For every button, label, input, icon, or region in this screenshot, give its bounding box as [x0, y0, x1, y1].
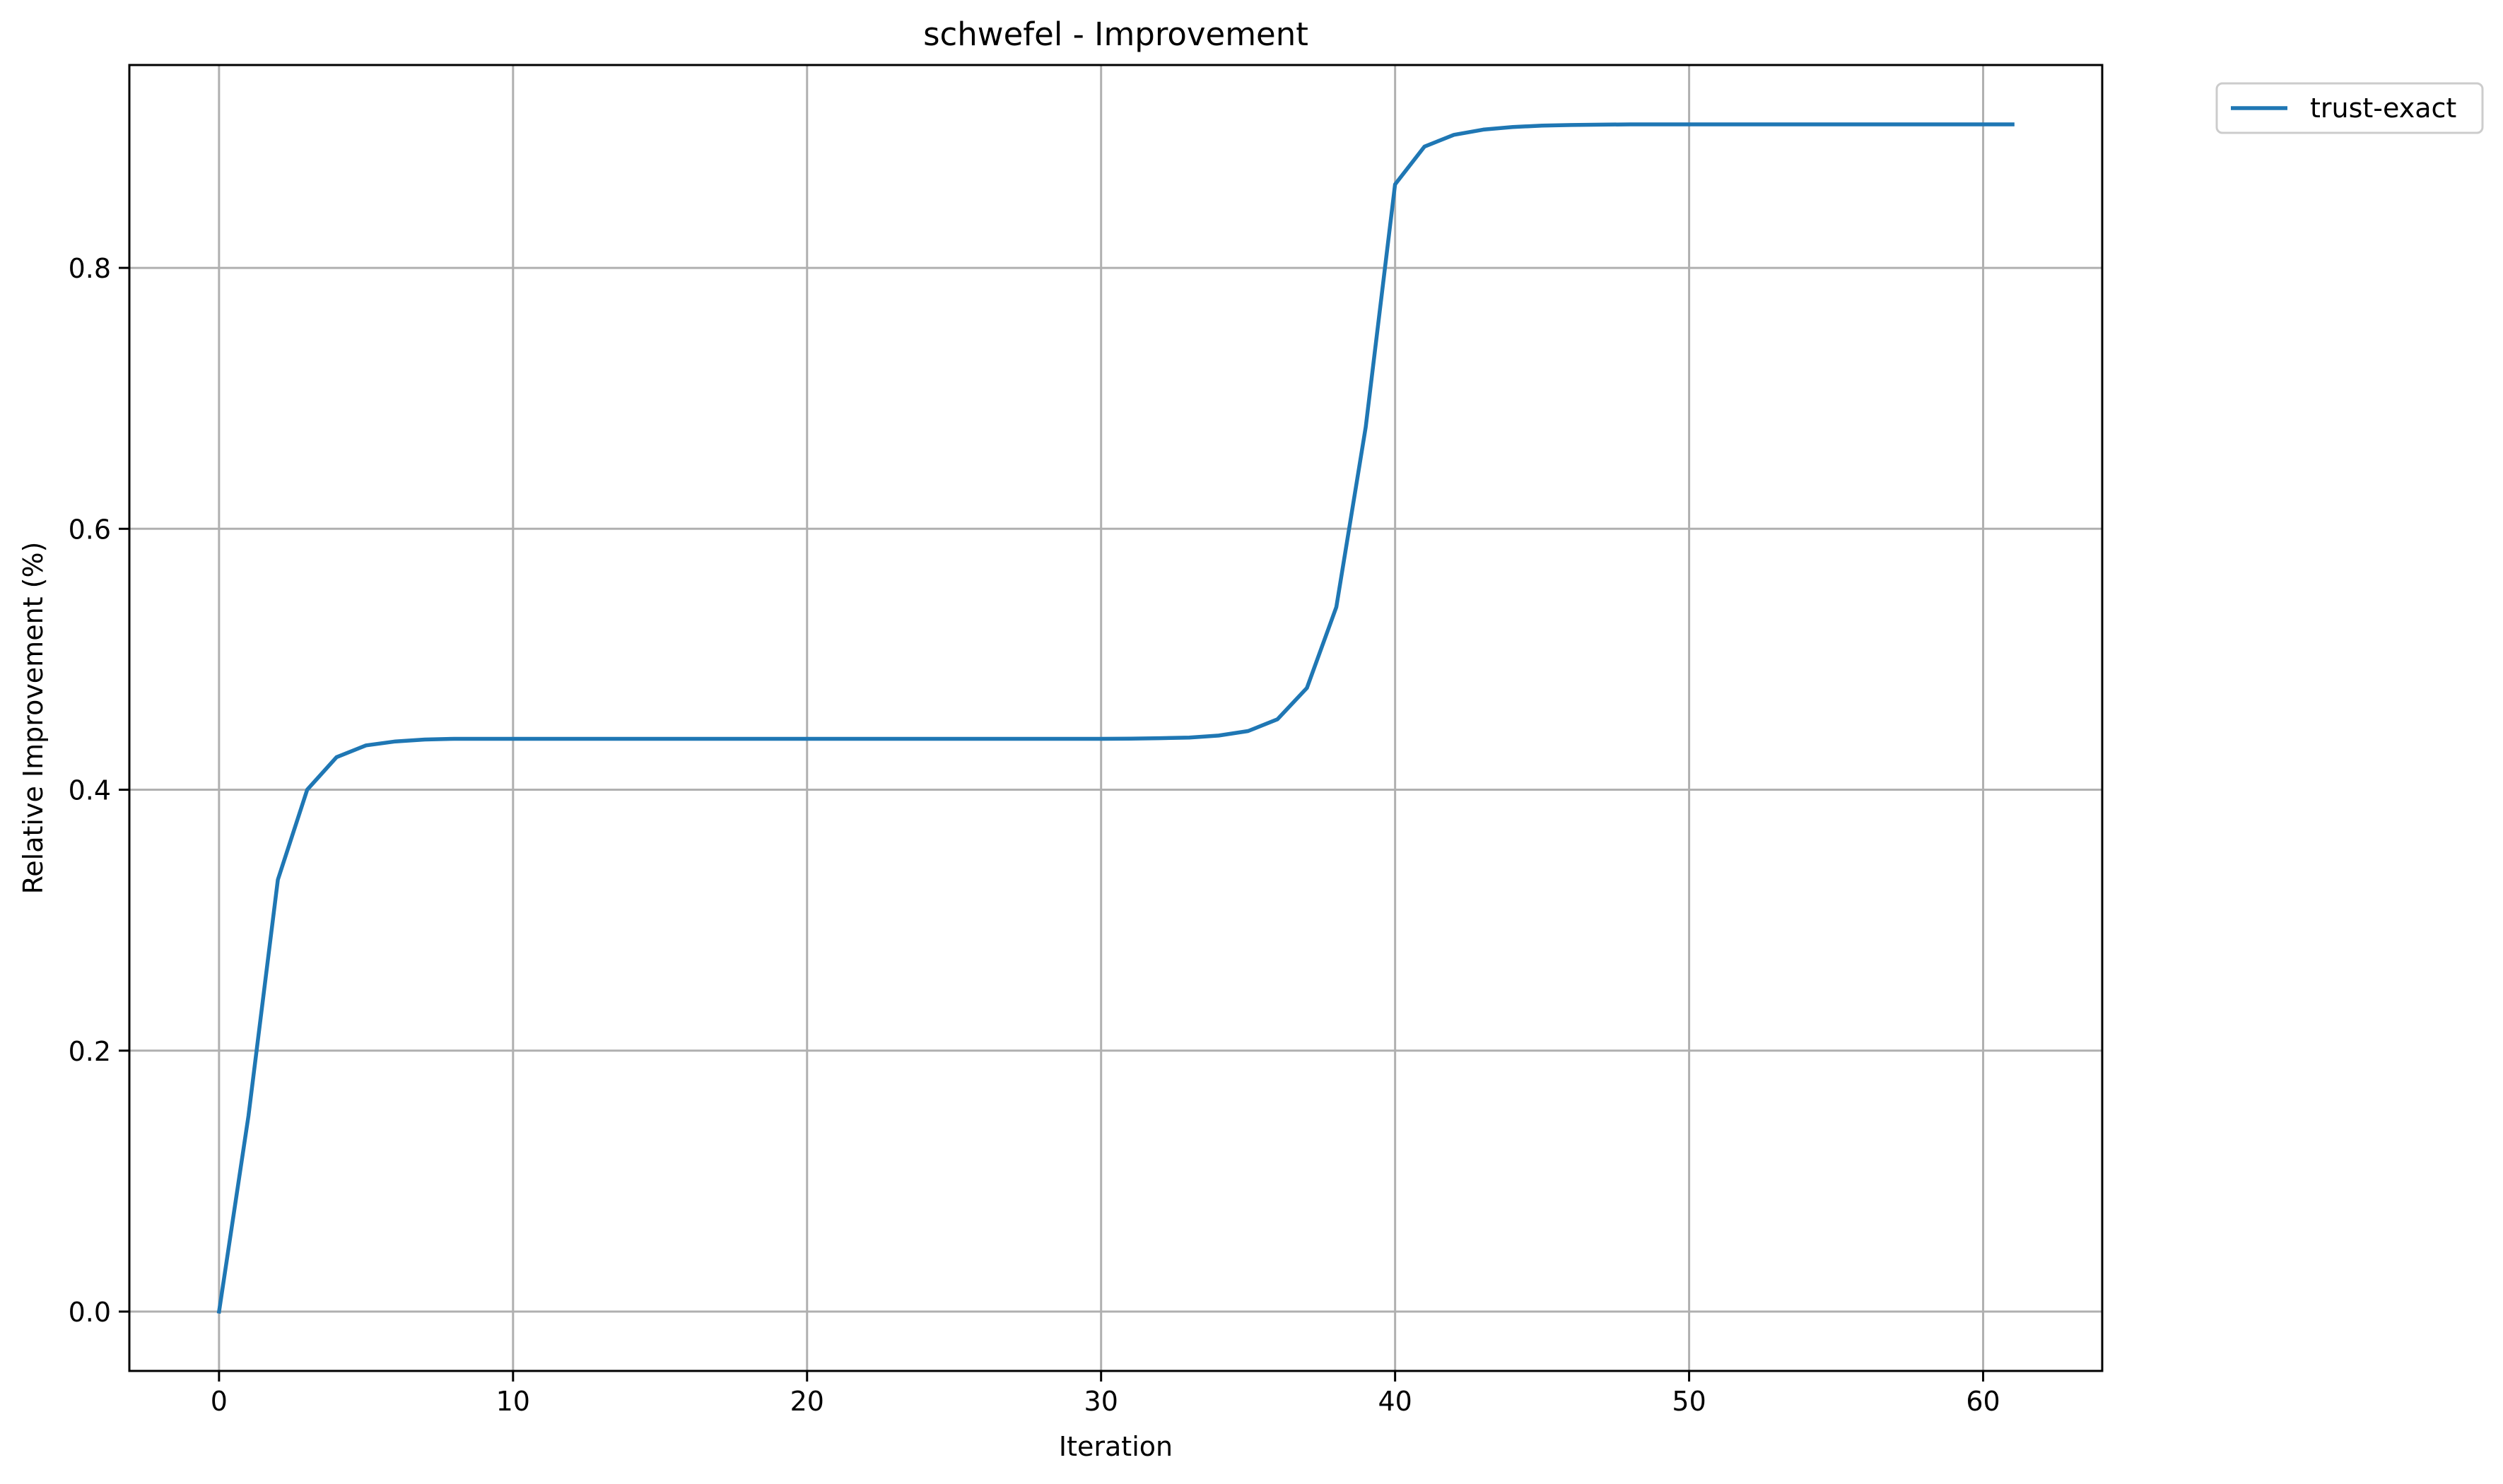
x-tick-label: 60: [1966, 1386, 2000, 1417]
y-tick-label: 0.4: [69, 775, 111, 806]
legend-box: [2215, 82, 2484, 134]
x-tick-label: 50: [1672, 1386, 1706, 1417]
x-tick-label: 10: [496, 1386, 530, 1417]
x-axis-label: Iteration: [1059, 1431, 1173, 1462]
series-line-trust-exact: [216, 122, 2015, 1314]
x-tick-label: 20: [790, 1386, 824, 1417]
x-tick-label: 40: [1378, 1386, 1412, 1417]
x-tick-label: 30: [1084, 1386, 1118, 1417]
x-axis: 0 10 20 30 40 50 60: [211, 1371, 2000, 1417]
y-axis: 0.0 0.2 0.4 0.6 0.8: [69, 253, 129, 1328]
y-axis-label: Relative Improvement (%): [18, 542, 49, 895]
series-layer: [216, 122, 2015, 1314]
legend: trust-exact: [2215, 82, 2484, 134]
y-tick-label: 0.2: [69, 1036, 111, 1067]
y-tick-label: 0.6: [69, 514, 111, 545]
y-tick-label: 0.0: [69, 1297, 111, 1328]
plot-frame: [128, 64, 2104, 1372]
grid: [129, 65, 2102, 1371]
x-tick-label: 0: [211, 1386, 228, 1417]
y-tick-label: 0.8: [69, 253, 111, 284]
legend-label: trust-exact: [2310, 93, 2456, 124]
chart-title: schwefel - Improvement: [923, 16, 1308, 53]
